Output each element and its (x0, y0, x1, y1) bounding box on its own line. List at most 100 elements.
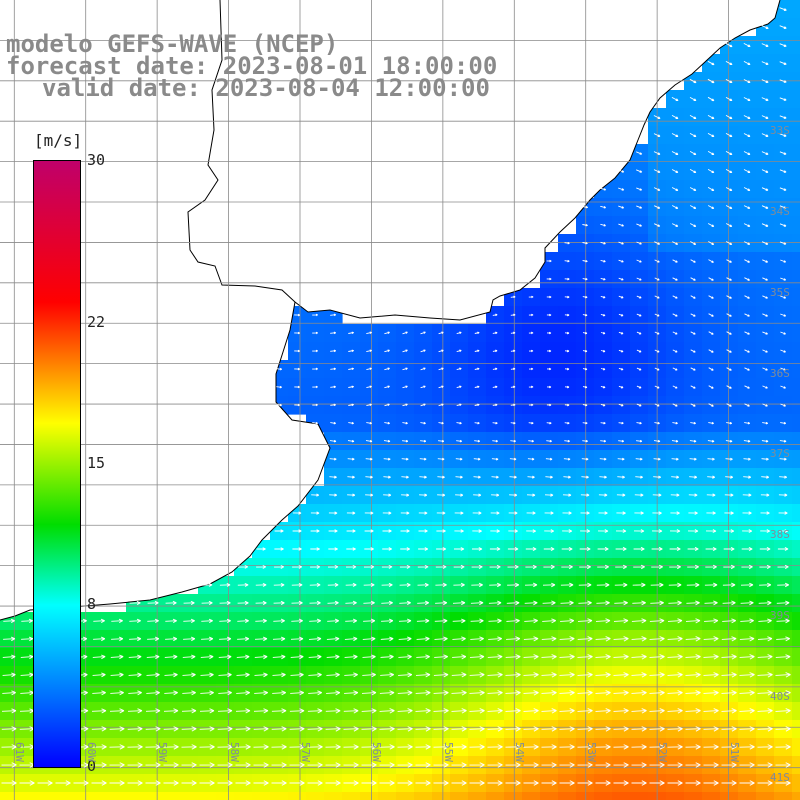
wind-arrow (182, 672, 196, 678)
wind-arrow (546, 331, 552, 335)
wind-arrow (402, 331, 408, 335)
wind-arrow (560, 582, 574, 588)
wind-arrow (743, 187, 751, 191)
wind-arrow (163, 780, 179, 786)
wind-arrow (762, 403, 768, 407)
wind-arrow (725, 151, 733, 156)
wind-arrow (564, 259, 570, 263)
wind-speed-cell (126, 792, 145, 800)
wind-arrow (289, 744, 305, 750)
wind-arrow (472, 529, 482, 533)
latitude-label: 40S (770, 689, 790, 703)
wind-arrow (382, 529, 392, 533)
wind-arrow (634, 511, 644, 515)
wind-speed-cell (792, 792, 800, 800)
wind-arrow (363, 618, 376, 624)
wind-arrow (347, 493, 356, 497)
wind-arrow (689, 439, 697, 443)
wind-arrow (147, 600, 159, 605)
wind-arrow (776, 618, 790, 624)
wind-arrow (672, 403, 678, 407)
wind-arrow (433, 690, 449, 696)
wind-arrow (654, 259, 660, 263)
wind-arrow (744, 385, 750, 389)
wind-speed-cell (468, 792, 487, 800)
wind-arrow (344, 654, 358, 660)
wind-arrow (384, 331, 390, 335)
wind-speed-cell (612, 792, 631, 800)
wind-arrow (615, 529, 627, 533)
wind-arrow (218, 690, 232, 696)
wind-arrow (687, 529, 699, 533)
wind-speed-cell (792, 396, 800, 415)
wind-arrow (474, 403, 480, 407)
wind-arrow (758, 600, 772, 606)
wind-speed-cell (414, 792, 433, 800)
wind-arrow (778, 493, 788, 497)
wind-arrow (667, 618, 683, 624)
wind-arrow (451, 690, 467, 696)
wind-arrow (631, 708, 647, 714)
wind-arrow (528, 331, 534, 335)
wind-arrow (1, 780, 17, 786)
wind-arrow (564, 367, 570, 371)
wind-arrow (361, 762, 377, 768)
wind-arrow (361, 708, 377, 714)
wind-speed-cell (216, 792, 235, 800)
wind-arrow (492, 367, 498, 371)
wind-arrow (381, 618, 394, 624)
wind-arrow (290, 636, 304, 642)
wind-arrow (649, 618, 665, 624)
wind-arrow (581, 475, 589, 479)
wind-arrow (344, 636, 358, 642)
wind-arrow (325, 726, 341, 732)
wind-arrow (744, 277, 750, 281)
wind-arrow (582, 313, 588, 317)
wind-arrow (685, 726, 701, 732)
wind-speed-cell (450, 792, 469, 800)
wind-arrow (671, 187, 679, 191)
wind-arrow (401, 493, 410, 497)
wind-arrow (347, 457, 355, 461)
wind-arrow (290, 690, 305, 696)
wind-arrow (636, 403, 642, 407)
wind-arrow (523, 672, 539, 678)
wind-arrow (726, 349, 732, 353)
wind-arrow (595, 654, 611, 660)
wind-arrow (330, 367, 336, 371)
wind-arrow (438, 403, 444, 407)
wind-arrow (470, 600, 484, 606)
wind-arrow (686, 600, 700, 606)
wind-arrow (743, 475, 752, 479)
wind-arrow (200, 654, 214, 660)
wind-speed-cell (774, 792, 793, 800)
wind-arrow (492, 439, 498, 443)
wind-arrow (272, 654, 286, 660)
wind-arrow (671, 205, 679, 209)
wind-arrow (707, 475, 716, 479)
wind-arrow (312, 421, 318, 425)
wind-arrow (761, 151, 769, 155)
wind-arrow (492, 349, 498, 353)
wind-arrow (253, 780, 269, 786)
wind-arrow (308, 690, 323, 696)
wind-arrow (219, 582, 231, 587)
wind-arrow (437, 493, 446, 497)
wind-arrow (636, 151, 643, 155)
wind-arrow (631, 780, 647, 786)
wind-arrow (271, 780, 287, 786)
wind-arrow (451, 744, 467, 750)
wind-arrow (111, 636, 124, 642)
wind-arrow (183, 600, 195, 605)
wind-arrow (743, 205, 751, 209)
wind-arrow (308, 672, 322, 678)
wind-arrow (200, 690, 214, 696)
wind-arrow (524, 600, 538, 606)
wind-arrow (91, 744, 107, 750)
wind-arrow (651, 564, 664, 570)
wind-arrow (544, 493, 554, 497)
wind-arrow (757, 744, 773, 750)
wind-arrow (312, 349, 319, 353)
wind-speed-cell (792, 432, 800, 451)
wind-speed-cell (306, 792, 325, 800)
